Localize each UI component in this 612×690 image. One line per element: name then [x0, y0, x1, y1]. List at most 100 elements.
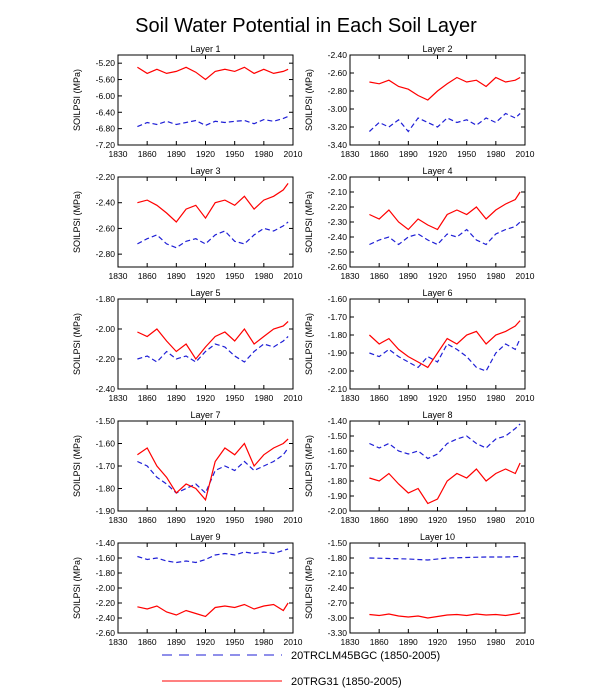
y-tick-label: -3.30: [328, 628, 348, 638]
y-tick-label: -6.80: [96, 124, 116, 134]
y-tick-label: -3.00: [328, 104, 348, 114]
y-tick-label: -2.60: [328, 262, 348, 272]
series-line-trg31: [369, 462, 521, 505]
panel-layer-1: Layer 1 SOILPSI (MPa) 1830 1860 1890 1920 1950…: [72, 44, 303, 159]
x-tick-label: 1980: [254, 149, 273, 159]
x-tick-label: 1920: [428, 149, 447, 159]
x-tick-label: 1890: [167, 149, 186, 159]
y-tick-label: -2.20: [96, 598, 116, 608]
y-tick-label: -1.80: [328, 476, 348, 486]
x-tick-label: 1980: [254, 515, 273, 525]
y-tick-label: -2.40: [96, 384, 116, 394]
panels-grid: Layer 1 SOILPSI (MPa) 1830 1860 1890 1920 1950…: [72, 44, 535, 647]
x-tick-label: 1980: [486, 393, 505, 403]
y-tick-label: -1.80: [96, 484, 116, 494]
x-tick-label: 1950: [225, 637, 244, 647]
y-tick-label: -3.40: [328, 140, 348, 150]
y-tick-label: -1.50: [328, 538, 348, 548]
y-tick-label: -2.00: [328, 172, 348, 182]
y-tick-label: -1.80: [96, 294, 116, 304]
series-line-trg31: [369, 76, 521, 101]
legend-label-series-b: 20TRG31 (1850-2005): [291, 676, 402, 688]
x-tick-label: 1830: [109, 637, 128, 647]
y-tick-label: -6.00: [96, 91, 116, 101]
x-tick-label: 1920: [196, 393, 215, 403]
plot-frame: [117, 542, 294, 634]
series-line-trg31: [137, 602, 289, 618]
x-tick-label: 1890: [167, 393, 186, 403]
x-tick-label: 1860: [370, 149, 389, 159]
x-tick-label: 1950: [457, 515, 476, 525]
y-axis-label: SOILPSI (MPa): [304, 557, 314, 619]
x-tick-label: 2010: [516, 393, 535, 403]
x-tick-label: 1950: [225, 149, 244, 159]
y-tick-label: -3.00: [328, 613, 348, 623]
series-line-clm45bgc: [368, 112, 521, 133]
x-tick-label: 1920: [428, 393, 447, 403]
x-tick-label: 1890: [167, 515, 186, 525]
y-axis-label: SOILPSI (MPa): [72, 191, 82, 253]
panel-layer-6: Layer 6 SOILPSI (MPa) 1830 1860 1890 1920 1950…: [304, 288, 535, 403]
plot-frame: [349, 298, 526, 390]
panel-layer-7: Layer 7 SOILPSI (MPa) 1830 1860 1890 1920 1950…: [72, 410, 303, 525]
panel-layer-4: Layer 4 SOILPSI (MPa) 1830 1860 1890 1920 1950…: [304, 166, 535, 281]
x-tick-label: 1950: [225, 271, 244, 281]
y-tick-label: -5.20: [96, 58, 116, 68]
plot-frame: [349, 420, 526, 512]
panel-title: Layer 9: [190, 532, 220, 542]
x-tick-label: 1890: [399, 637, 418, 647]
series-line-trg31: [137, 66, 289, 81]
x-tick-label: 1920: [196, 637, 215, 647]
y-axis-label: SOILPSI (MPa): [72, 557, 82, 619]
y-tick-label: -2.40: [96, 613, 116, 623]
y-tick-label: -1.60: [96, 553, 116, 563]
x-tick-label: 1890: [399, 515, 418, 525]
panel-layer-5: Layer 5 SOILPSI (MPa) 1830 1860 1890 1920 1950…: [72, 288, 303, 403]
y-tick-label: -2.30: [328, 217, 348, 227]
panel-title: Layer 7: [190, 410, 220, 420]
series-line-trg31: [137, 438, 289, 502]
x-tick-label: 1980: [254, 271, 273, 281]
y-tick-label: -7.20: [96, 140, 116, 150]
y-tick-label: -2.40: [328, 232, 348, 242]
series-line-trg31: [369, 191, 521, 231]
x-tick-label: 1830: [109, 393, 128, 403]
plot-frame: [117, 298, 294, 390]
x-tick-label: 1860: [138, 393, 157, 403]
panel-title: Layer 6: [422, 288, 452, 298]
series-line-clm45bgc: [137, 548, 289, 564]
x-tick-label: 1890: [399, 149, 418, 159]
series-line-clm45bgc: [137, 447, 289, 495]
y-tick-label: -2.00: [328, 506, 348, 516]
x-tick-label: 2010: [516, 637, 535, 647]
x-tick-label: 1890: [399, 393, 418, 403]
x-tick-label: 1920: [428, 515, 447, 525]
y-tick-label: -6.40: [96, 107, 116, 117]
legend: 20TRCLM45BGC (1850-2005) 20TRG31 (1850-2…: [162, 650, 440, 688]
y-tick-label: -1.90: [96, 506, 116, 516]
y-tick-label: -2.20: [328, 202, 348, 212]
y-tick-label: -2.40: [328, 583, 348, 593]
y-tick-label: -1.50: [328, 431, 348, 441]
y-tick-label: -1.70: [328, 312, 348, 322]
series-line-trg31: [137, 321, 289, 361]
panel-layer-8: Layer 8 SOILPSI (MPa) 1830 1860 1890 1920 1950…: [304, 410, 535, 525]
y-tick-label: -1.80: [328, 553, 348, 563]
x-tick-label: 1950: [457, 149, 476, 159]
x-tick-label: 1950: [457, 637, 476, 647]
x-tick-label: 2010: [284, 149, 303, 159]
x-tick-label: 1920: [428, 637, 447, 647]
x-tick-label: 2010: [516, 149, 535, 159]
panel-title: Layer 1: [190, 44, 220, 54]
x-tick-label: 1950: [457, 271, 476, 281]
x-tick-label: 2010: [284, 393, 303, 403]
x-tick-label: 1950: [225, 393, 244, 403]
plot-frame: [117, 54, 294, 146]
y-tick-label: -1.60: [328, 294, 348, 304]
x-tick-label: 1860: [138, 637, 157, 647]
x-tick-label: 1950: [457, 393, 476, 403]
x-tick-label: 1860: [138, 149, 157, 159]
x-tick-label: 1920: [196, 149, 215, 159]
x-tick-label: 2010: [516, 271, 535, 281]
y-axis-label: SOILPSI (MPa): [72, 313, 82, 375]
